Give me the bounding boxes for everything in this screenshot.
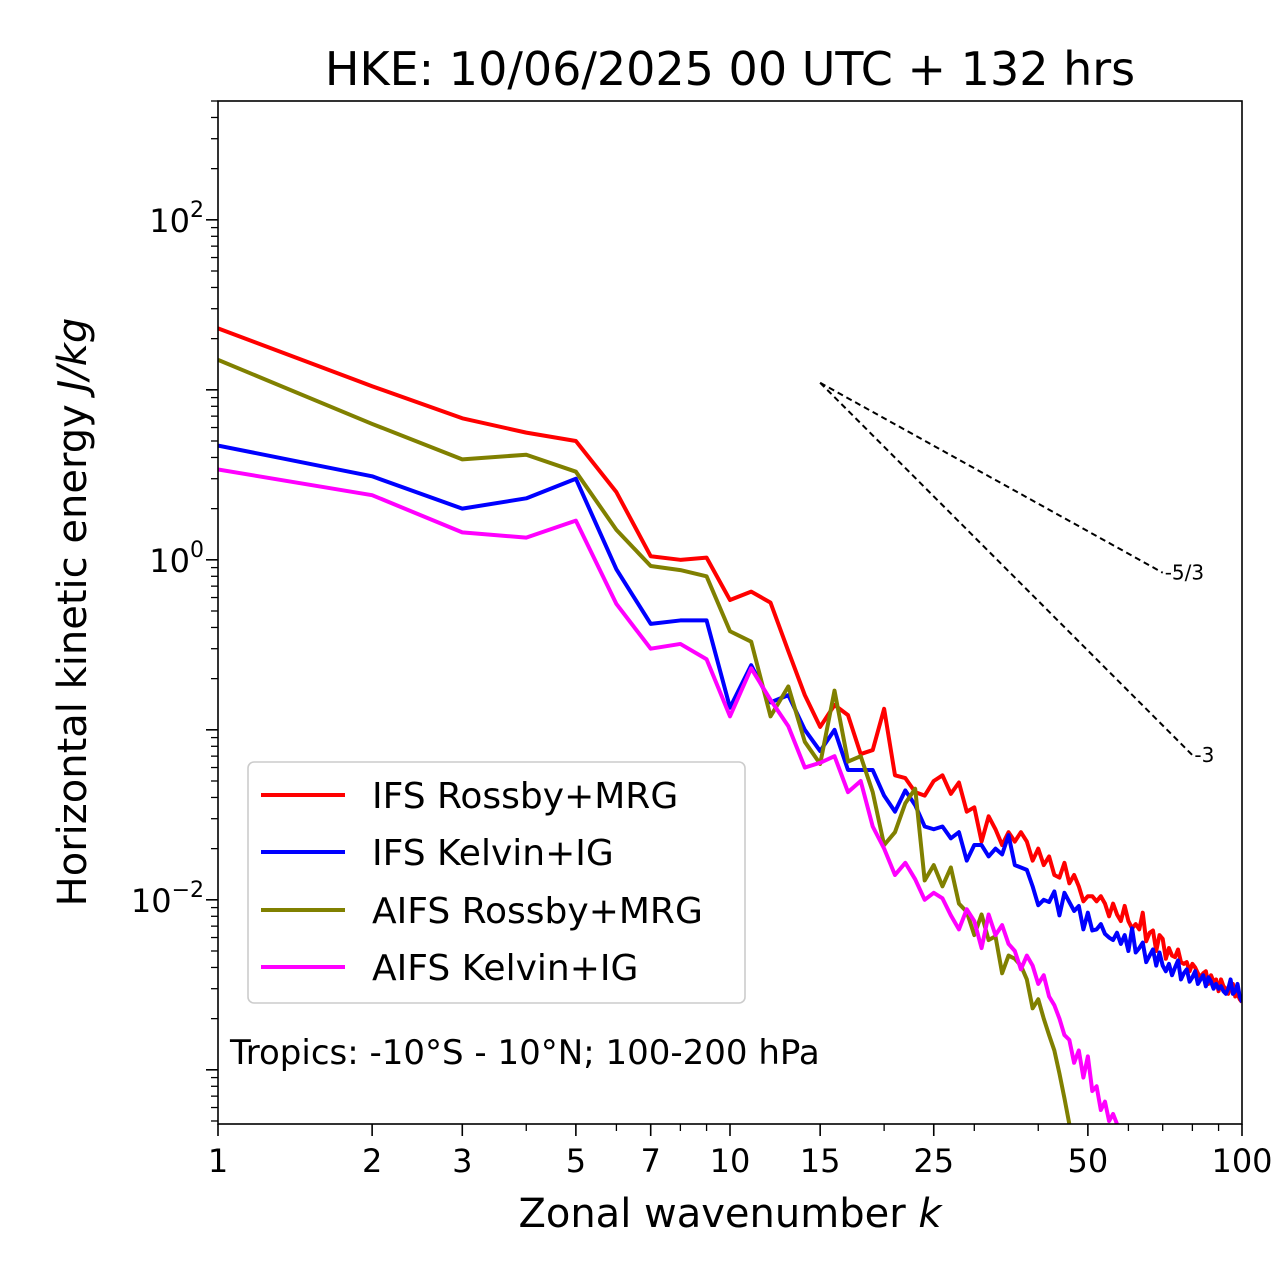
y-axis-label-text: Horizontal kinetic energy bbox=[50, 404, 96, 906]
reference-slopes: -5/3 -3 bbox=[819, 381, 1214, 767]
y-tick-label: 100 bbox=[149, 538, 204, 580]
y-tick-mantissa: 10 bbox=[149, 542, 190, 580]
y-tick-label: 102 bbox=[149, 198, 204, 240]
chart-title: HKE: 10/06/2025 00 UTC + 132 hrs bbox=[325, 42, 1135, 96]
region-annotation: Tropics: -10°S - 10°N; 100-200 hPa bbox=[229, 1033, 820, 1073]
x-tick-label: 15 bbox=[800, 1142, 841, 1180]
y-axis-label: Horizontal kinetic energy J/kg bbox=[50, 318, 96, 907]
legend-label-0: IFS Rossby+MRG bbox=[372, 776, 678, 817]
y-tick-label: 10−2 bbox=[131, 878, 204, 920]
y-tick-exponent: 0 bbox=[190, 538, 204, 563]
x-tick-label: 2 bbox=[362, 1142, 382, 1180]
x-axis-label: Zonal wavenumber k bbox=[518, 1191, 943, 1237]
y-tick-mantissa: 10 bbox=[149, 202, 190, 240]
reference-label-0: -5/3 bbox=[1165, 561, 1204, 585]
x-tick-label: 3 bbox=[452, 1142, 472, 1180]
reference-line-0 bbox=[819, 381, 1164, 574]
x-tick-label: 100 bbox=[1211, 1142, 1272, 1180]
plot-frame bbox=[217, 100, 1243, 1125]
y-axis-units: J/kg bbox=[50, 318, 96, 399]
legend-label-1: IFS Kelvin+IG bbox=[372, 833, 614, 874]
y-tick-mantissa: 10 bbox=[131, 882, 172, 920]
reference-label-1: -3 bbox=[1194, 743, 1214, 767]
series-line-2 bbox=[218, 358, 1072, 1124]
x-tick-label: 1 bbox=[208, 1142, 228, 1180]
reference-line-1 bbox=[819, 382, 1194, 756]
x-tick-label: 50 bbox=[1068, 1142, 1109, 1180]
legend-box bbox=[247, 761, 746, 1004]
series-line-3 bbox=[218, 467, 1119, 1124]
legend: IFS Rossby+MRG IFS Kelvin+IG AIFS Rossby+M… bbox=[247, 761, 746, 1004]
y-tick-exponent: 2 bbox=[190, 198, 204, 223]
x-tick-label: 25 bbox=[913, 1142, 954, 1180]
x-axis-label-text: Zonal wavenumber bbox=[518, 1191, 906, 1237]
series-layer bbox=[218, 326, 1242, 1124]
legend-label-2: AIFS Rossby+MRG bbox=[372, 891, 703, 932]
y-tick-exponent: −2 bbox=[172, 878, 204, 903]
x-tick-label: 10 bbox=[710, 1142, 751, 1180]
x-axis-symbol: k bbox=[918, 1191, 943, 1237]
series-line-1 bbox=[218, 443, 1242, 1003]
x-tick-label: 5 bbox=[566, 1142, 586, 1180]
legend-label-3: AIFS Kelvin+IG bbox=[372, 948, 638, 989]
x-tick-label: 7 bbox=[641, 1142, 661, 1180]
